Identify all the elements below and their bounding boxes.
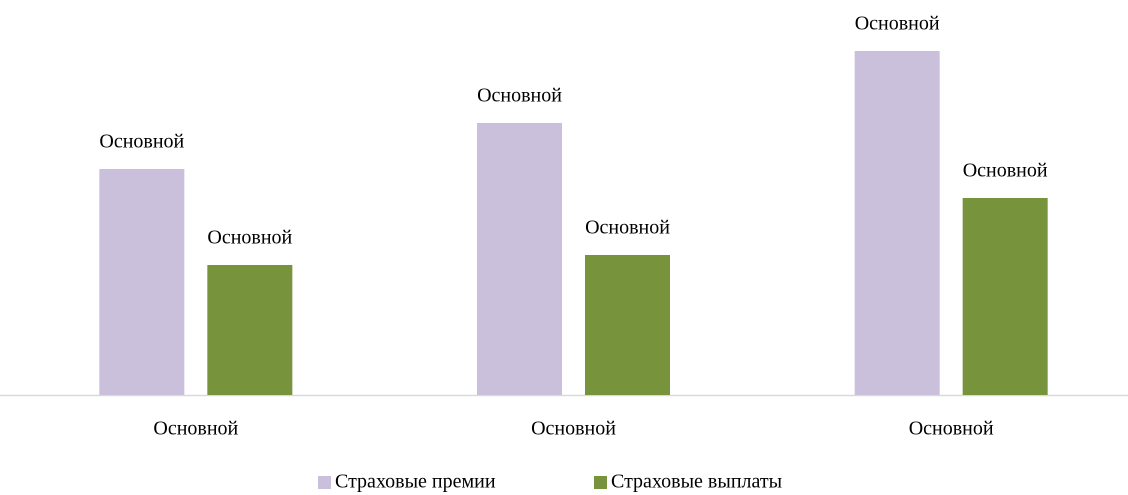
bar (207, 265, 293, 395)
data-label: Основной (585, 217, 670, 239)
data-label: Основной (477, 85, 562, 107)
legend-label: Страховые выплаты (611, 471, 782, 493)
data-label: Основной (855, 13, 940, 35)
legend-swatch (318, 476, 331, 489)
x-tick-label: Основной (153, 418, 238, 440)
bar (854, 51, 940, 395)
legend-swatch (594, 476, 607, 489)
x-tick-label: Основной (531, 418, 616, 440)
bar (585, 255, 670, 395)
data-label: Основной (963, 160, 1048, 182)
bar (99, 169, 185, 395)
data-label: Основной (207, 227, 292, 249)
data-label: Основной (99, 131, 184, 153)
bar (477, 123, 562, 395)
legend-label: Страховые премии (335, 471, 496, 493)
bar (962, 198, 1048, 395)
x-tick-label: Основной (909, 418, 994, 440)
